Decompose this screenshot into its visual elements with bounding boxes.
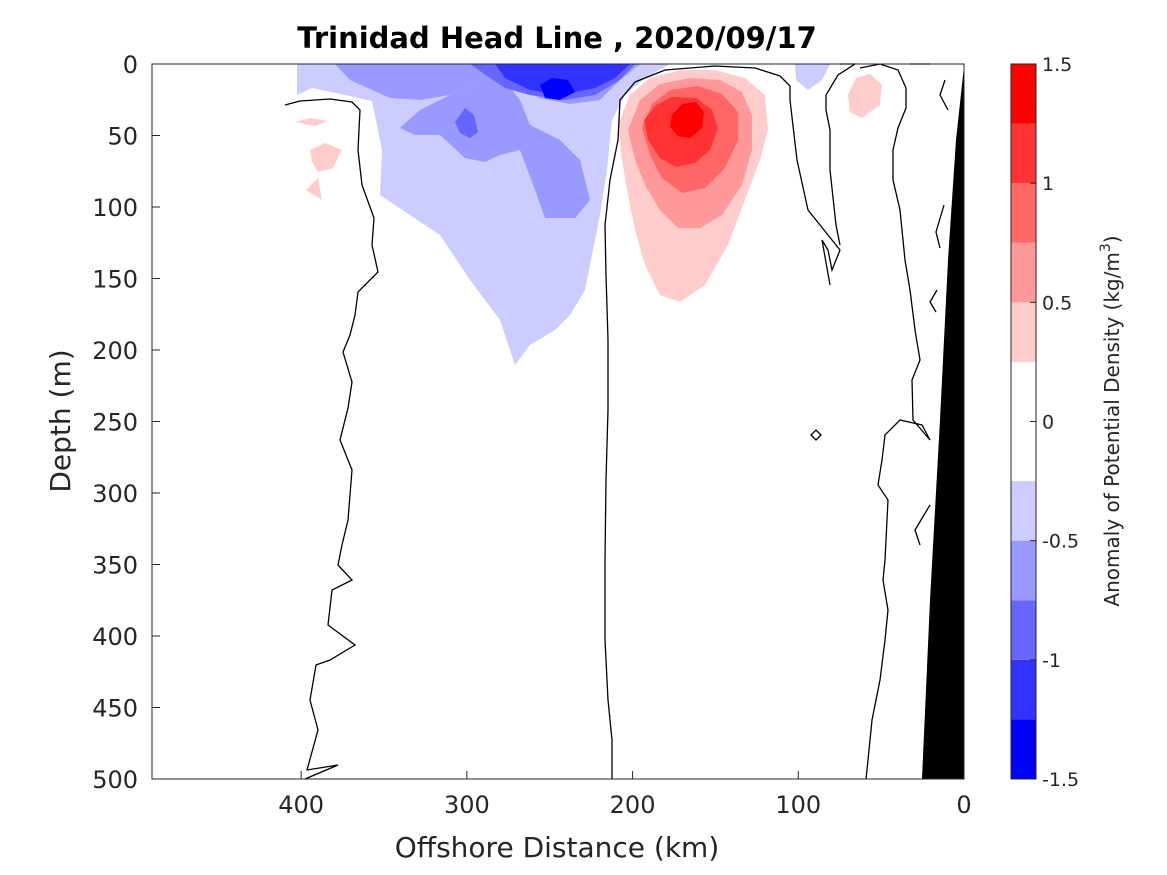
- colorbar-swatch: [1011, 302, 1036, 362]
- contour-fill-neg-0.25: [795, 64, 830, 90]
- y-axis-ticks: 0 50 100 150 200 250 300 350 400 450 500: [92, 51, 160, 794]
- y-tick-label: 350: [92, 552, 138, 580]
- x-tick-label: 0: [956, 791, 971, 819]
- contour-fill-pos-0.25: [848, 74, 882, 118]
- contour-fill-pos-1.25: [670, 102, 704, 138]
- colorbar-ticks: 1.5 1 0.5 0 -0.5 -1 -1.5: [1030, 54, 1079, 791]
- colorbar-tick-label: 1: [1042, 173, 1054, 195]
- colorbar-swatch: [1011, 242, 1036, 303]
- y-tick-label: 250: [92, 409, 138, 437]
- colorbar-tick-label: -1: [1042, 650, 1061, 672]
- colorbar-tick-label: 1.5: [1042, 54, 1072, 76]
- colorbar-swatch: [1011, 659, 1036, 720]
- y-tick-label: 450: [92, 695, 138, 723]
- contour-fill-pos-0.25: [310, 143, 342, 172]
- y-tick-label: 50: [107, 123, 138, 151]
- y-tick-label: 200: [92, 337, 138, 365]
- plot-area: [151, 63, 965, 780]
- colorbar-swatch: [1011, 64, 1036, 124]
- x-tick-label: 400: [278, 791, 324, 819]
- colorbar-tick-label: 0.5: [1042, 292, 1072, 314]
- y-tick-label: 500: [92, 766, 138, 794]
- y-tick-label: 100: [92, 194, 138, 222]
- x-tick-label: 300: [444, 791, 490, 819]
- colorbar-swatch: [1011, 600, 1036, 660]
- chart-title: Trinidad Head Line , 2020/09/17: [297, 21, 817, 55]
- x-tick-label: 100: [775, 791, 821, 819]
- bathymetry-slope: [922, 66, 964, 779]
- zero-contour-lines: [284, 63, 949, 780]
- contour-fill-pos-0.25: [306, 178, 322, 200]
- contour-fill-neg-1.25: [540, 78, 575, 100]
- contour-fill-pos-0.25: [295, 118, 328, 126]
- colorbar-swatch: [1011, 183, 1036, 243]
- x-tick-label: 200: [610, 791, 656, 819]
- colorbar-label: Anomaly of Potential Density (kg/m3): [1098, 235, 1124, 606]
- x-axis-label: Offshore Distance (km): [395, 831, 720, 864]
- y-tick-label: 0: [123, 51, 138, 79]
- colorbar-swatch: [1011, 719, 1036, 779]
- colorbar-swatch: [1011, 540, 1036, 601]
- y-axis-label: Depth (m): [44, 349, 77, 492]
- y-tick-label: 300: [92, 480, 138, 508]
- colorbar-swatch: [1011, 481, 1036, 541]
- y-tick-label: 150: [92, 266, 138, 294]
- colorbar-tick-label: -0.5: [1042, 531, 1079, 553]
- contour-fill-neg-0.25: [285, 64, 670, 365]
- colorbar-swatch: [1011, 123, 1036, 184]
- contour-fill-neg-0.5: [400, 75, 590, 218]
- y-tick-label: 400: [92, 623, 138, 651]
- x-axis-ticks: 400 300 200 100 0: [278, 771, 972, 819]
- colorbar-tick-label: -1.5: [1042, 769, 1079, 791]
- contour-fill-neg-0.75: [455, 108, 478, 138]
- colorbar-tick-label: 0: [1042, 412, 1054, 434]
